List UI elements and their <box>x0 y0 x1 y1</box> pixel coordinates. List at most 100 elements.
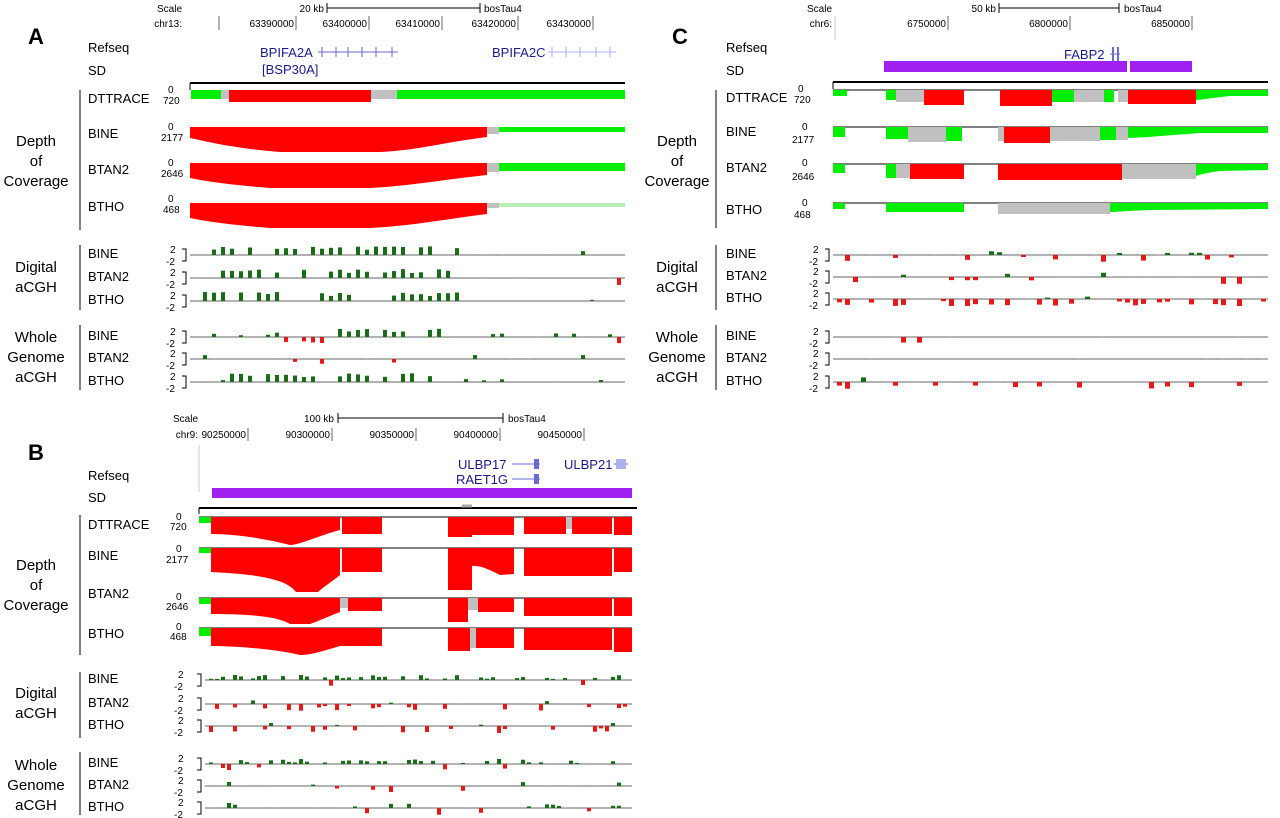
acgh-scale-bottom: -2 <box>174 788 183 799</box>
panel-c-tick-0: 6750000 <box>907 19 946 30</box>
acgh-bar <box>371 725 375 726</box>
acgh-bar <box>227 703 231 704</box>
acgh-bar <box>1045 297 1050 299</box>
acgh-bar <box>569 785 573 786</box>
acgh-bar <box>1261 299 1266 302</box>
acgh-bar <box>407 803 411 808</box>
acgh-scale-bracket <box>182 271 187 285</box>
acgh-bar <box>233 804 237 808</box>
acgh-bar <box>338 247 342 255</box>
acgh-scale-bracket <box>182 248 187 262</box>
acgh-bar <box>227 803 231 808</box>
acgh-bar <box>275 807 279 808</box>
acgh-bar <box>356 269 360 278</box>
acgh-bar <box>581 785 585 786</box>
acgh-bar <box>617 278 621 285</box>
panel-b-depth-label-2: Coverage <box>3 597 68 614</box>
panel-b-btan2-min: 0 <box>176 592 182 603</box>
acgh-bar <box>320 293 324 301</box>
panel-b-btan2-gain-6 <box>614 598 632 616</box>
acgh-bar <box>392 271 396 278</box>
acgh-bar <box>239 807 243 808</box>
acgh-bar <box>302 376 306 382</box>
acgh-bar <box>365 725 369 726</box>
acgh-bar <box>293 762 297 764</box>
acgh-bar <box>383 376 387 382</box>
panel-b: B Scale 100 kb bosTau4 chr9: 90250000 90… <box>3 413 637 818</box>
panel-c-wg-label-2: aCGH <box>656 369 698 386</box>
panel-a-tick-0: 63390000 <box>250 19 295 30</box>
panel-c-btho-min: 0 <box>802 198 808 209</box>
acgh-bar <box>284 248 288 255</box>
acgh-bar <box>365 808 369 814</box>
acgh-scale-bracket <box>182 375 187 389</box>
acgh-bar <box>1053 299 1058 306</box>
acgh-scale-top: 2 <box>178 670 184 681</box>
acgh-bar <box>587 704 591 708</box>
acgh-bar <box>356 246 360 255</box>
acgh-scale-bottom: -2 <box>166 257 175 268</box>
acgh-bar <box>230 270 234 278</box>
acgh-bar <box>455 292 459 301</box>
acgh-bar <box>837 299 842 303</box>
acgh-bar <box>575 762 579 764</box>
acgh-bar <box>392 359 396 363</box>
panel-a-btan2-max: 2646 <box>161 169 184 180</box>
acgh-bar <box>221 676 225 680</box>
panel-b-gene-raet1g: RAET1G <box>456 472 508 487</box>
acgh-bar <box>965 277 970 281</box>
acgh-bar <box>917 337 922 343</box>
acgh-bar <box>1085 276 1090 277</box>
acgh-bar <box>239 335 243 337</box>
acgh-bar <box>446 293 450 301</box>
acgh-bar <box>981 276 986 277</box>
acgh-bar <box>359 785 363 786</box>
acgh-bar <box>611 703 615 704</box>
acgh-bar <box>329 271 333 278</box>
acgh-scale-bottom: -2 <box>809 257 818 268</box>
acgh-bar <box>413 704 417 710</box>
acgh-bar <box>1245 276 1250 277</box>
acgh-bar <box>377 676 381 680</box>
acgh-bar <box>581 703 585 704</box>
acgh-bar <box>221 270 225 278</box>
acgh-bar <box>1101 298 1106 299</box>
panel-b-tick-4: 90450000 <box>538 430 583 441</box>
panel-c-btho-loss-1 <box>833 203 845 209</box>
panel-a-chrom: chr13: <box>154 19 182 30</box>
panel-a-gene-bpifa2a: BPIFA2A <box>260 45 313 60</box>
acgh-track-label: BINE <box>88 671 119 686</box>
acgh-bar <box>1053 255 1058 260</box>
acgh-bar <box>275 248 279 255</box>
acgh-bar <box>1173 276 1178 277</box>
acgh-bar <box>1197 252 1202 255</box>
panel-b-btho-gain-3 <box>476 628 514 648</box>
panel-b-chrom: chr9: <box>176 430 198 441</box>
acgh-bar <box>347 331 351 337</box>
panel-b-dttrace-gain-2 <box>342 517 382 534</box>
acgh-bar <box>521 782 525 786</box>
acgh-bar <box>515 725 519 726</box>
acgh-bar <box>885 381 890 382</box>
panel-a-gene-exons-bpifa2a <box>321 47 393 57</box>
acgh-bar <box>338 293 342 301</box>
acgh-bar <box>266 374 270 382</box>
acgh-bar <box>1005 273 1010 277</box>
acgh-bar <box>617 704 621 709</box>
acgh-bar <box>293 375 297 382</box>
acgh-bar <box>359 677 363 680</box>
panel-a-letter: A <box>28 24 44 49</box>
acgh-bar <box>401 292 405 301</box>
acgh-scale-top: 2 <box>178 694 184 705</box>
acgh-bar <box>215 785 219 786</box>
acgh-bar <box>869 254 874 255</box>
panel-a-assembly: bosTau4 <box>484 4 522 15</box>
panel-c-sd-label: SD <box>726 63 744 78</box>
acgh-bar <box>527 703 531 704</box>
acgh-bar <box>941 299 946 302</box>
acgh-bar <box>281 759 285 764</box>
acgh-scale-bracket <box>825 330 830 344</box>
acgh-bar <box>605 726 609 732</box>
